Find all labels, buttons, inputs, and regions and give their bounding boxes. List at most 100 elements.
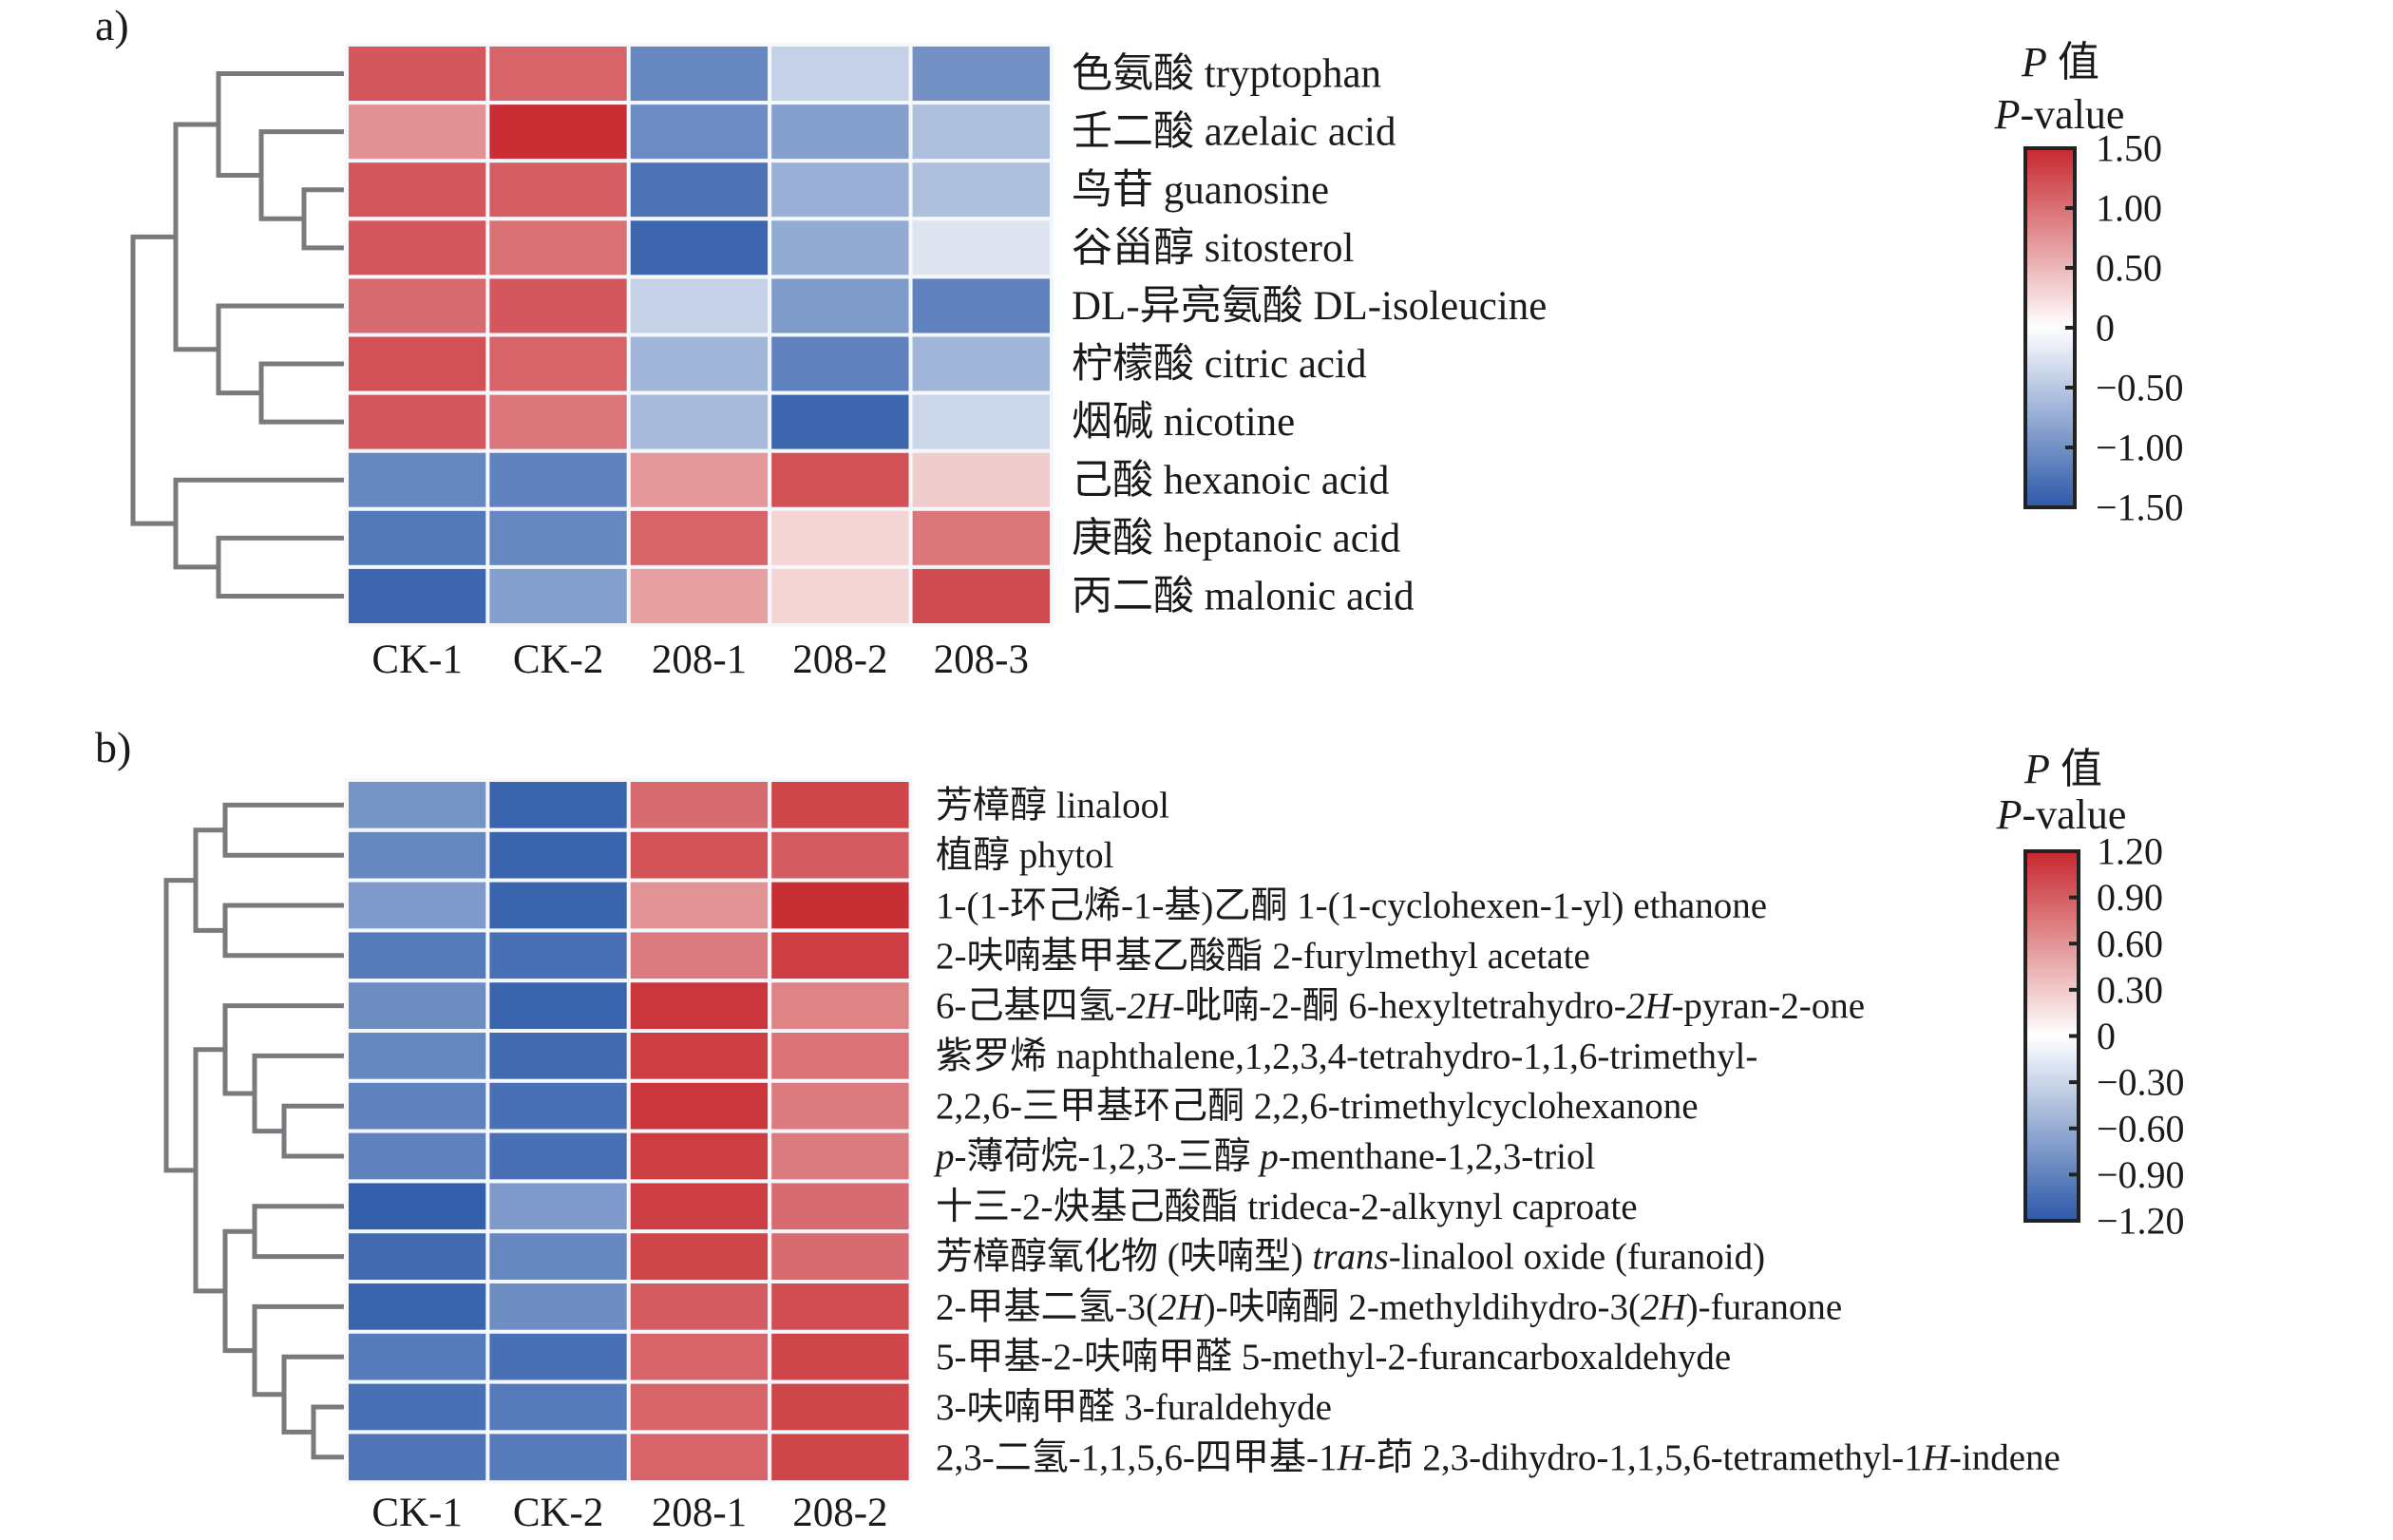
heatmap-cell <box>908 564 1054 628</box>
heatmap-cell <box>485 878 631 933</box>
heatmap-cell <box>768 1379 913 1435</box>
heatmap-cell <box>345 1229 490 1283</box>
row-label: 2,2,6-三甲基环己酮 2,2,6-trimethylcyclohexanon… <box>936 1086 1699 1127</box>
heatmap-cell <box>626 1329 772 1384</box>
heatmap-cell <box>626 1379 772 1435</box>
row-label: 紫罗烯 naphthalene,1,2,3,4-tetrahydro-1,1,6… <box>936 1036 1757 1076</box>
colorbar-tick-label: −0.50 <box>2096 367 2184 409</box>
row-label: 色氨酸 tryptophan <box>1072 51 1381 96</box>
row-label-segment: 2,2,6-三甲基环己酮 2,2,6-trimethylcyclohexanon… <box>936 1086 1699 1127</box>
heatmap-cell <box>626 1430 772 1485</box>
heatmap-cell <box>345 1029 490 1083</box>
heatmap-cell <box>345 878 490 933</box>
heatmap-cell <box>626 979 772 1033</box>
heatmap-cell <box>345 390 490 453</box>
heatmap-cell <box>768 564 913 628</box>
panel-b-cells <box>345 778 913 1485</box>
dendrogram-branch <box>252 1204 344 1260</box>
panel-b: b) 芳樟醇 linalool 植醇 phytol 1-(1-环己烯-1-基)乙酮 … <box>95 723 2185 1535</box>
panel-a-cells <box>345 43 1054 628</box>
heatmap-cell <box>485 1280 631 1334</box>
dendrogram-branch <box>163 878 196 1173</box>
heatmap-cell <box>626 1179 772 1234</box>
heatmap-cell <box>485 1179 631 1234</box>
row-label-segment: 色氨酸 tryptophan <box>1072 51 1381 96</box>
heatmap-cell <box>908 159 1054 221</box>
colorbar-tick-label: 0.60 <box>2097 922 2163 965</box>
row-label-segment: 3-呋喃甲醛 3-furaldehyde <box>936 1387 1332 1428</box>
row-label-segment: -linalool oxide (furanoid) <box>1389 1236 1765 1277</box>
column-label: 208-2 <box>792 637 887 682</box>
dendrogram-branch <box>216 71 344 178</box>
heatmap-cell <box>768 979 913 1033</box>
heatmap-cell <box>768 159 913 221</box>
heatmap-cell <box>768 217 913 279</box>
heatmap-cell <box>345 101 490 163</box>
heatmap-cell <box>908 390 1054 453</box>
heatmap-cell <box>768 1129 913 1184</box>
row-label: 芳樟醇 linalool <box>936 785 1169 826</box>
row-label: 2-甲基二氢-3(2H)-呋喃酮 2-methyldihydro-3(2H)-f… <box>936 1286 1842 1327</box>
row-label-segment: 壬二酸 azelaic acid <box>1072 109 1396 154</box>
heatmap-cell <box>908 101 1054 163</box>
row-label: 3-呋喃甲醛 3-furaldehyde <box>936 1387 1332 1428</box>
dendrogram-branch <box>193 827 225 933</box>
panel-a-row-labels: 色氨酸 tryptophan 壬二酸 azelaic acid 鸟苷 guanosi… <box>1072 51 1547 618</box>
column-label: 208-3 <box>934 637 1029 682</box>
heatmap-cell <box>485 217 631 279</box>
dendrogram-branch <box>216 535 344 599</box>
row-label-segment: 5-甲基-2-呋喃甲醛 5-methyl-2-furancarboxaldehy… <box>936 1337 1731 1378</box>
row-label-segment: 6-己基四氢- <box>936 985 1127 1026</box>
heatmap-cell <box>485 275 631 337</box>
heatmap-cell <box>626 390 772 453</box>
row-label: 植醇 phytol <box>936 835 1114 876</box>
row-label: 1-(1-环己烯-1-基)乙酮 1-(1-cyclohexen-1-yl) et… <box>936 885 1767 926</box>
heatmap-cell <box>908 275 1054 337</box>
column-label: CK-2 <box>513 1491 604 1535</box>
heatmap-cell <box>485 1229 631 1283</box>
row-label: 谷甾醇 sitosterol <box>1072 225 1354 270</box>
heatmap-cell <box>626 448 772 511</box>
heatmap-cell <box>345 778 490 832</box>
heatmap-cell <box>768 778 913 832</box>
row-label: 丙二酸 malonic acid <box>1072 574 1415 618</box>
heatmap-cell <box>768 333 913 395</box>
heatmap-cell <box>345 333 490 395</box>
row-label-segment: 2-甲基二氢-3( <box>936 1286 1158 1327</box>
heatmap-cell <box>485 564 631 628</box>
legend-b-title-italic: P <box>2023 746 2050 792</box>
heatmap-cell <box>768 827 913 883</box>
heatmap-cell <box>345 979 490 1033</box>
row-label: DL-异亮氨酸 DL-isoleucine <box>1072 282 1547 328</box>
heatmap-cell <box>626 43 772 105</box>
row-label-segment: 2,3-二氢-1,1,5,6-四甲基-1 <box>936 1436 1337 1477</box>
heatmap-cell <box>768 1229 913 1283</box>
dendrogram-branch <box>173 477 344 570</box>
dendrogram-branch <box>252 1053 344 1134</box>
panel-a-legend: P 值 P-value 1.501.000.500−0.50−1.00−1.50 <box>1994 39 2184 529</box>
heatmap-cell <box>345 159 490 221</box>
row-label-italic-segment: 2H <box>1127 985 1174 1026</box>
dendrogram-branch <box>193 1047 225 1294</box>
row-label: p-薄荷烷-1,2,3-三醇 p-menthane-1,2,3-triol <box>933 1136 1595 1177</box>
dendrogram-branch <box>301 187 344 251</box>
heatmap-cell <box>626 101 772 163</box>
panel-b-label: b) <box>95 723 131 771</box>
heatmap-cell <box>485 1078 631 1133</box>
heatmap-cell <box>485 448 631 511</box>
row-label-italic-segment: p <box>1257 1136 1279 1177</box>
row-label: 烟碱 nicotine <box>1072 400 1295 445</box>
heatmap-cell <box>485 390 631 453</box>
heatmap-cell <box>345 1430 490 1485</box>
heatmap-cell <box>626 1078 772 1133</box>
dendrogram-branch <box>258 361 344 425</box>
colorbar-tick-label: 1.20 <box>2097 830 2163 873</box>
legend-b-title-cjk: 值 <box>2050 746 2102 792</box>
row-label-segment: 丙二酸 malonic acid <box>1072 574 1415 618</box>
dendrogram-branch <box>130 234 176 526</box>
dendrogram-branch <box>222 802 344 858</box>
legend-b-subtitle-italic: P <box>1996 791 2023 838</box>
row-label: 2,3-二氢-1,1,5,6-四甲基-1H-茚 2,3-dihydro-1,1,… <box>936 1436 2061 1477</box>
row-label-segment: -pyran-2-one <box>1671 985 1865 1026</box>
